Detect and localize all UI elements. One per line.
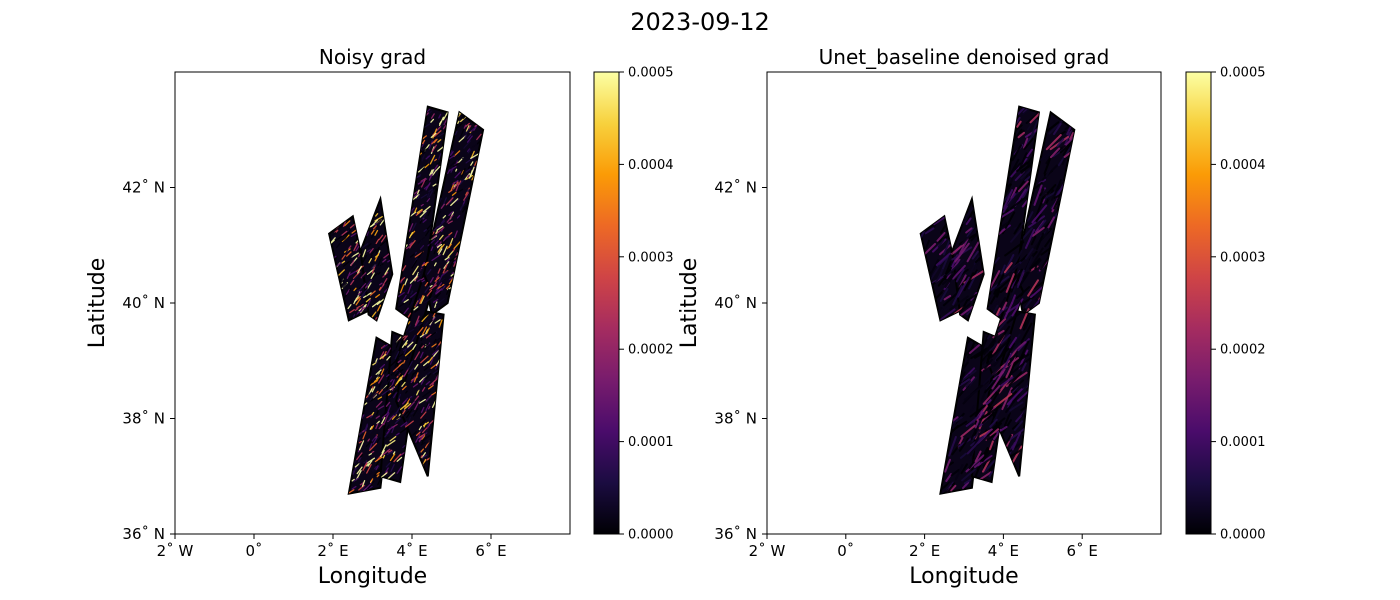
x-axis-label: Longitude — [909, 564, 1018, 589]
colorbar-gradient — [593, 71, 620, 535]
plot-area — [919, 105, 1076, 495]
y-tick-label: 38˚ N — [122, 410, 165, 428]
y-ticks: 36˚ N 38˚ N 40˚ N 42˚ N — [122, 179, 175, 543]
colorbar-tick-label: 0.0000 — [628, 528, 674, 543]
x-tick-label: 2˚ E — [909, 542, 940, 560]
colorbar-tick-label: 0.0000 — [1220, 528, 1266, 543]
panel-title: Noisy grad — [319, 45, 426, 69]
colorbar-tick-label: 0.0002 — [1220, 343, 1266, 358]
x-tick-label: 6˚ E — [1067, 542, 1098, 560]
colorbar-tick-label: 0.0005 — [1220, 66, 1266, 81]
x-tick-label: 4˚ E — [988, 542, 1019, 560]
x-tick-label: 4˚ E — [396, 542, 427, 560]
y-tick-label: 40˚ N — [714, 294, 757, 312]
panel-noisy-grad: Noisy grad 2˚ W 0˚ 2˚ E 4˚ E 6˚ E 36˚ N 38˚ N… — [85, 45, 674, 589]
y-tick-label: 36˚ N — [714, 525, 757, 543]
colorbar-tick-label: 0.0005 — [628, 66, 674, 81]
colorbar-ticks: 0.0000 0.0001 0.0002 0.0003 0.0004 0.0005 — [1211, 66, 1266, 543]
y-tick-label: 36˚ N — [122, 525, 165, 543]
x-tick-label: 0˚ — [837, 542, 854, 560]
colorbar-tick-label: 0.0002 — [628, 343, 674, 358]
x-tick-label: 0˚ — [245, 542, 262, 560]
panel-unet-denoised-grad: Unet_baseline denoised grad 2˚ W 0˚ 2˚ E 4˚… — [677, 45, 1266, 589]
plot-area — [327, 105, 485, 495]
x-tick-label: 2˚ W — [157, 542, 194, 560]
colorbar-tick-label: 0.0004 — [628, 158, 674, 173]
colorbar-ticks: 0.0000 0.0001 0.0002 0.0003 0.0004 0.0005 — [619, 66, 674, 543]
swath — [422, 110, 485, 317]
y-axis-label: Latitude — [677, 258, 702, 349]
colorbar-tick-label: 0.0001 — [628, 435, 674, 450]
colorbar: 0.0000 0.0001 0.0002 0.0003 0.0004 0.0005 — [593, 66, 674, 543]
colorbar-gradient — [1185, 71, 1212, 535]
y-tick-label: 42˚ N — [122, 179, 165, 197]
panel-title: Unet_baseline denoised grad — [819, 45, 1110, 69]
colorbar-tick-label: 0.0003 — [628, 250, 674, 265]
y-axis-label: Latitude — [85, 258, 110, 349]
colorbar: 0.0000 0.0001 0.0002 0.0003 0.0004 0.0005 — [1185, 66, 1266, 543]
y-tick-label: 40˚ N — [122, 294, 165, 312]
figure-suptitle: 2023-09-12 — [630, 8, 769, 36]
y-ticks: 36˚ N 38˚ N 40˚ N 42˚ N — [714, 179, 767, 543]
y-tick-label: 42˚ N — [714, 179, 757, 197]
x-ticks: 2˚ W 0˚ 2˚ E 4˚ E 6˚ E — [157, 534, 507, 560]
swath — [359, 195, 394, 322]
x-tick-label: 2˚ W — [749, 542, 786, 560]
x-tick-label: 2˚ E — [317, 542, 348, 560]
colorbar-tick-label: 0.0004 — [1220, 158, 1266, 173]
gradient-texture — [920, 106, 1075, 494]
y-tick-label: 38˚ N — [714, 410, 757, 428]
x-tick-label: 6˚ E — [475, 542, 506, 560]
x-ticks: 2˚ W 0˚ 2˚ E 4˚ E 6˚ E — [749, 534, 1098, 560]
colorbar-tick-label: 0.0001 — [1220, 435, 1266, 450]
colorbar-tick-label: 0.0003 — [1220, 250, 1266, 265]
x-axis-label: Longitude — [318, 564, 427, 589]
